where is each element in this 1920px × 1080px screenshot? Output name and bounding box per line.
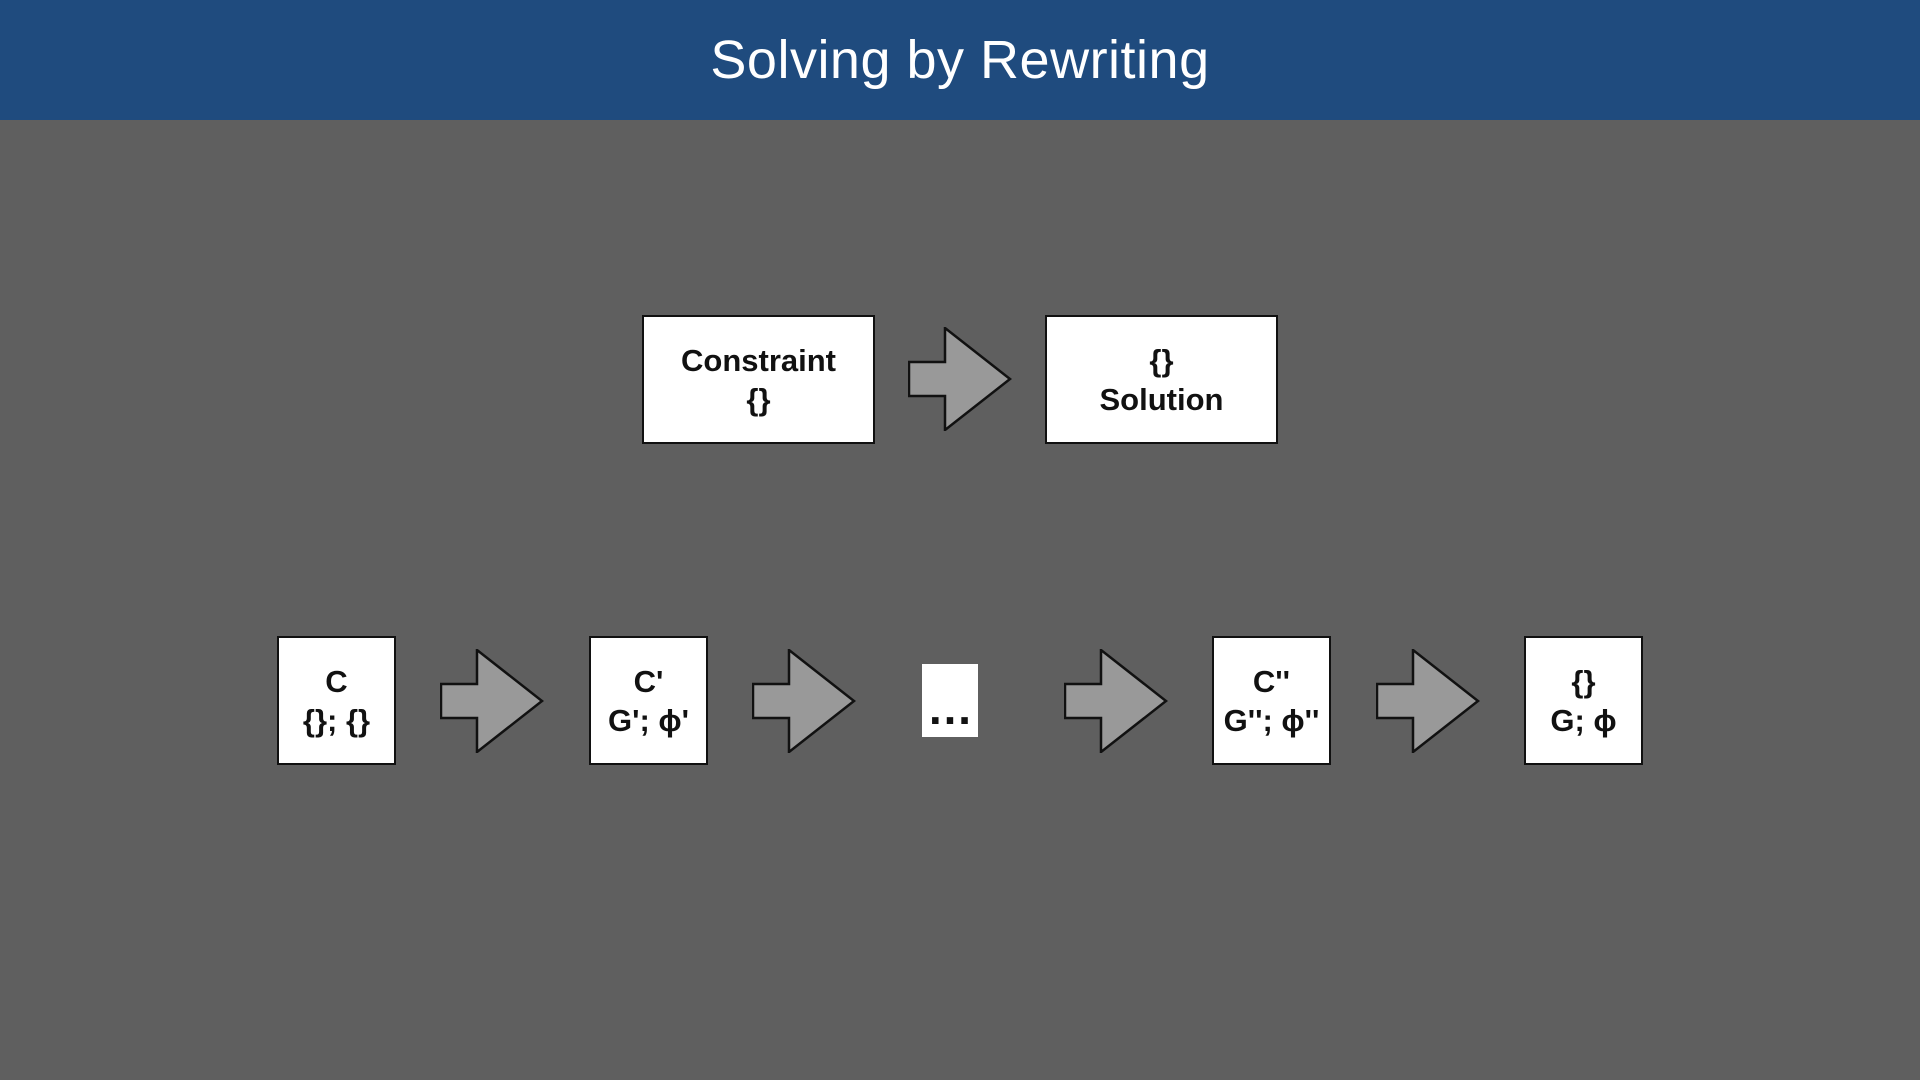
constraint-box: Constraint {} [642,315,875,444]
right-arrow-icon [908,327,1012,431]
solution-box: {} Solution [1045,315,1278,444]
right-arrow-icon [440,649,544,753]
step1-state-line2: G'; ϕ' [607,702,690,738]
initial-state-line2: {}; {} [302,702,371,738]
title-bar: Solving by Rewriting [0,0,1920,120]
final-state-line2: G; ϕ [1550,702,1617,738]
step-n-state-line2: G''; ϕ'' [1223,702,1320,738]
slide-title: Solving by Rewriting [710,30,1210,90]
constraint-box-line1: Constraint [681,342,836,378]
step-n-state-line1: C'' [1252,663,1291,699]
solution-box-line1: {} [1149,342,1174,378]
ellipsis-text: … [927,682,973,734]
ellipsis-box: … [922,664,978,737]
final-state-box: {} G; ϕ [1524,636,1643,765]
right-arrow-icon [1376,649,1480,753]
step1-state-box: C' G'; ϕ' [589,636,708,765]
right-arrow-icon [1064,649,1168,753]
step1-state-line1: C' [633,663,664,699]
initial-state-line1: C [325,663,348,699]
step-n-state-box: C'' G''; ϕ'' [1212,636,1331,765]
right-arrow-icon [752,649,856,753]
constraint-box-line2: {} [746,381,771,417]
final-state-line1: {} [1571,663,1596,699]
initial-state-box: C {}; {} [277,636,396,765]
solution-box-line2: Solution [1099,381,1224,417]
